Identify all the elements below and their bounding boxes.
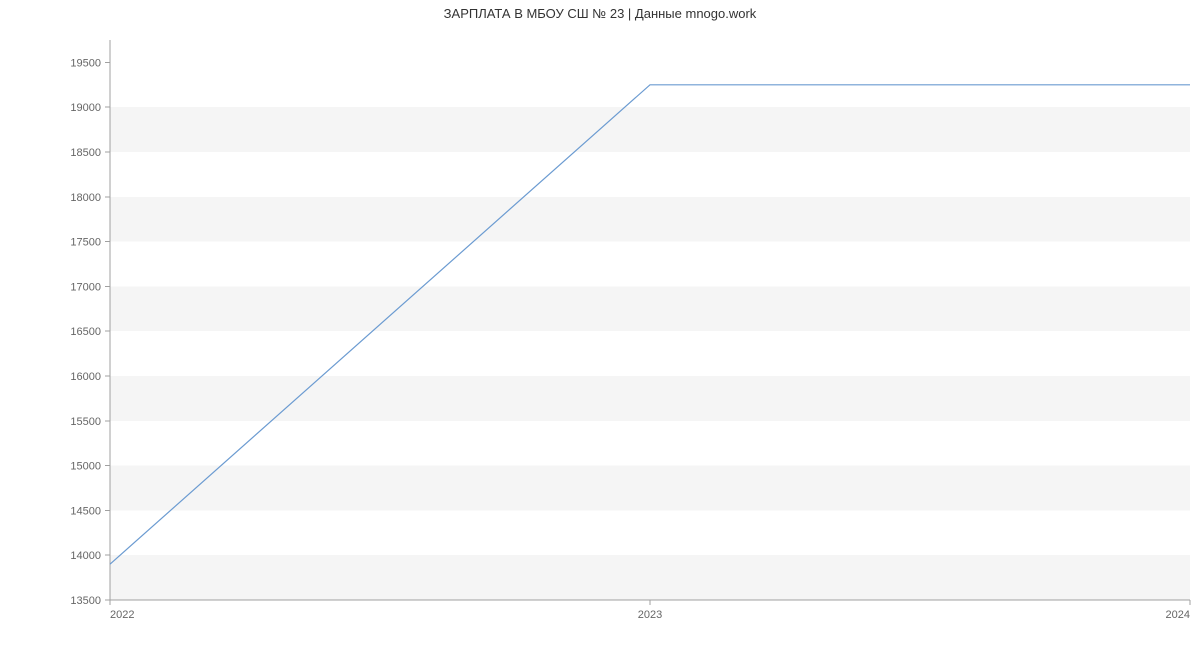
x-tick-label: 2024 <box>1166 609 1190 621</box>
y-tick-label: 17500 <box>70 237 101 249</box>
grid-band <box>110 286 1190 331</box>
y-tick-label: 16500 <box>70 326 101 338</box>
y-tick-label: 15000 <box>70 461 101 473</box>
y-tick-label: 19000 <box>70 102 101 114</box>
y-tick-label: 18500 <box>70 147 101 159</box>
y-tick-label: 14000 <box>70 550 101 562</box>
salary-line-chart: ЗАРПЛАТА В МБОУ СШ № 23 | Данные mnogo.w… <box>0 0 1200 650</box>
grid-band <box>110 107 1190 152</box>
y-tick-label: 19500 <box>70 57 101 69</box>
y-tick-label: 13500 <box>70 595 101 607</box>
y-tick-label: 16000 <box>70 371 101 383</box>
x-tick-label: 2023 <box>638 609 662 621</box>
grid-band <box>110 376 1190 421</box>
grid-band <box>110 555 1190 600</box>
grid-band <box>110 197 1190 242</box>
y-tick-label: 18000 <box>70 192 101 204</box>
y-tick-label: 17000 <box>70 281 101 293</box>
chart-svg: 13500 14000 14500 15000 15500 16000 16500 17000… <box>0 0 1200 650</box>
chart-title: ЗАРПЛАТА В МБОУ СШ № 23 | Данные mnogo.w… <box>0 6 1200 21</box>
grid-band <box>110 466 1190 511</box>
y-tick-label: 15500 <box>70 416 101 428</box>
y-tick-label: 14500 <box>70 505 101 517</box>
x-tick-label: 2022 <box>110 609 134 621</box>
